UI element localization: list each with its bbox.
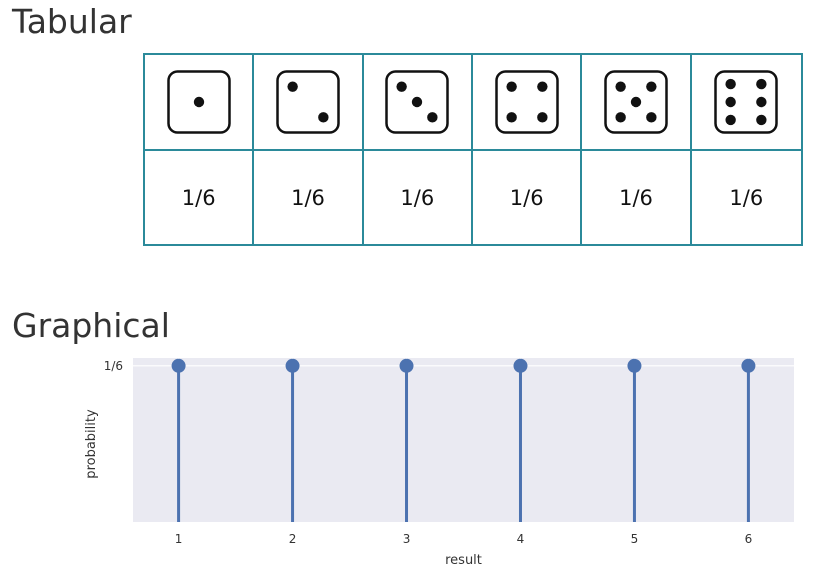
die-one-icon xyxy=(166,70,231,134)
die-three-icon xyxy=(385,70,450,134)
probability-cell-1: 1/6 xyxy=(145,151,255,244)
die-pip xyxy=(396,81,408,92)
die-pip xyxy=(615,81,626,92)
die-pip xyxy=(756,96,767,108)
plot-area xyxy=(133,358,794,522)
die-pip xyxy=(725,96,737,108)
die-pip xyxy=(318,112,329,123)
die-pip xyxy=(725,78,737,90)
x-tick-label: 6 xyxy=(745,532,753,546)
die-pip xyxy=(756,78,767,90)
die-pip xyxy=(427,112,438,123)
graphical-heading: Graphical xyxy=(12,306,170,345)
x-tick-label: 5 xyxy=(631,532,639,546)
die-face-3-cell xyxy=(363,55,473,151)
die-pip xyxy=(630,96,642,108)
die-pip xyxy=(506,112,517,123)
die-face-5-cell xyxy=(582,55,692,151)
die-face-2-cell xyxy=(254,55,364,151)
x-axis-label: result xyxy=(445,553,482,567)
die-four-icon xyxy=(494,70,559,134)
probability-cell-5: 1/6 xyxy=(582,151,692,244)
die-pip xyxy=(756,114,767,126)
die-pip xyxy=(725,114,737,126)
die-pip xyxy=(506,81,517,92)
stem-marker xyxy=(399,358,414,373)
die-pip xyxy=(646,112,657,123)
x-tick-label: 4 xyxy=(517,532,525,546)
stems xyxy=(171,358,756,522)
stem-marker xyxy=(627,358,642,373)
stem-marker xyxy=(285,358,300,373)
die-pip xyxy=(615,112,626,123)
stem-marker xyxy=(171,358,186,373)
x-tick-label: 3 xyxy=(403,532,411,546)
die-pip xyxy=(412,96,423,108)
y-axis-label: probability xyxy=(84,409,99,479)
die-six-icon xyxy=(714,70,779,134)
die-pip xyxy=(536,81,548,92)
die-face-4-cell xyxy=(473,55,583,151)
probability-cell-4: 1/6 xyxy=(473,151,583,244)
die-five-icon xyxy=(604,70,668,134)
die-pip xyxy=(193,96,204,108)
probability-cell-2: 1/6 xyxy=(254,151,364,244)
probability-cell-6: 1/6 xyxy=(729,185,764,210)
probability-cell-3: 1/6 xyxy=(364,151,473,244)
die-face-1-cell xyxy=(145,55,255,151)
y-tick-label: 1/6 xyxy=(104,359,123,373)
die-face-6-cell xyxy=(691,55,801,151)
tick-labels: 1 2 3 4 5 6 1/6 xyxy=(104,359,753,546)
die-two-icon xyxy=(276,70,340,134)
x-tick-label: 1 xyxy=(175,532,183,546)
x-tick-label: 2 xyxy=(289,532,297,546)
die-pip xyxy=(536,112,548,123)
probability-table: 1/6 1/6 1/6 1/6 1/6 1/6 xyxy=(143,53,803,246)
tabular-heading: Tabular xyxy=(12,2,132,41)
stem-marker xyxy=(741,358,756,373)
die-pip xyxy=(646,81,657,92)
stem-marker xyxy=(513,358,528,373)
die-pip xyxy=(287,81,298,92)
